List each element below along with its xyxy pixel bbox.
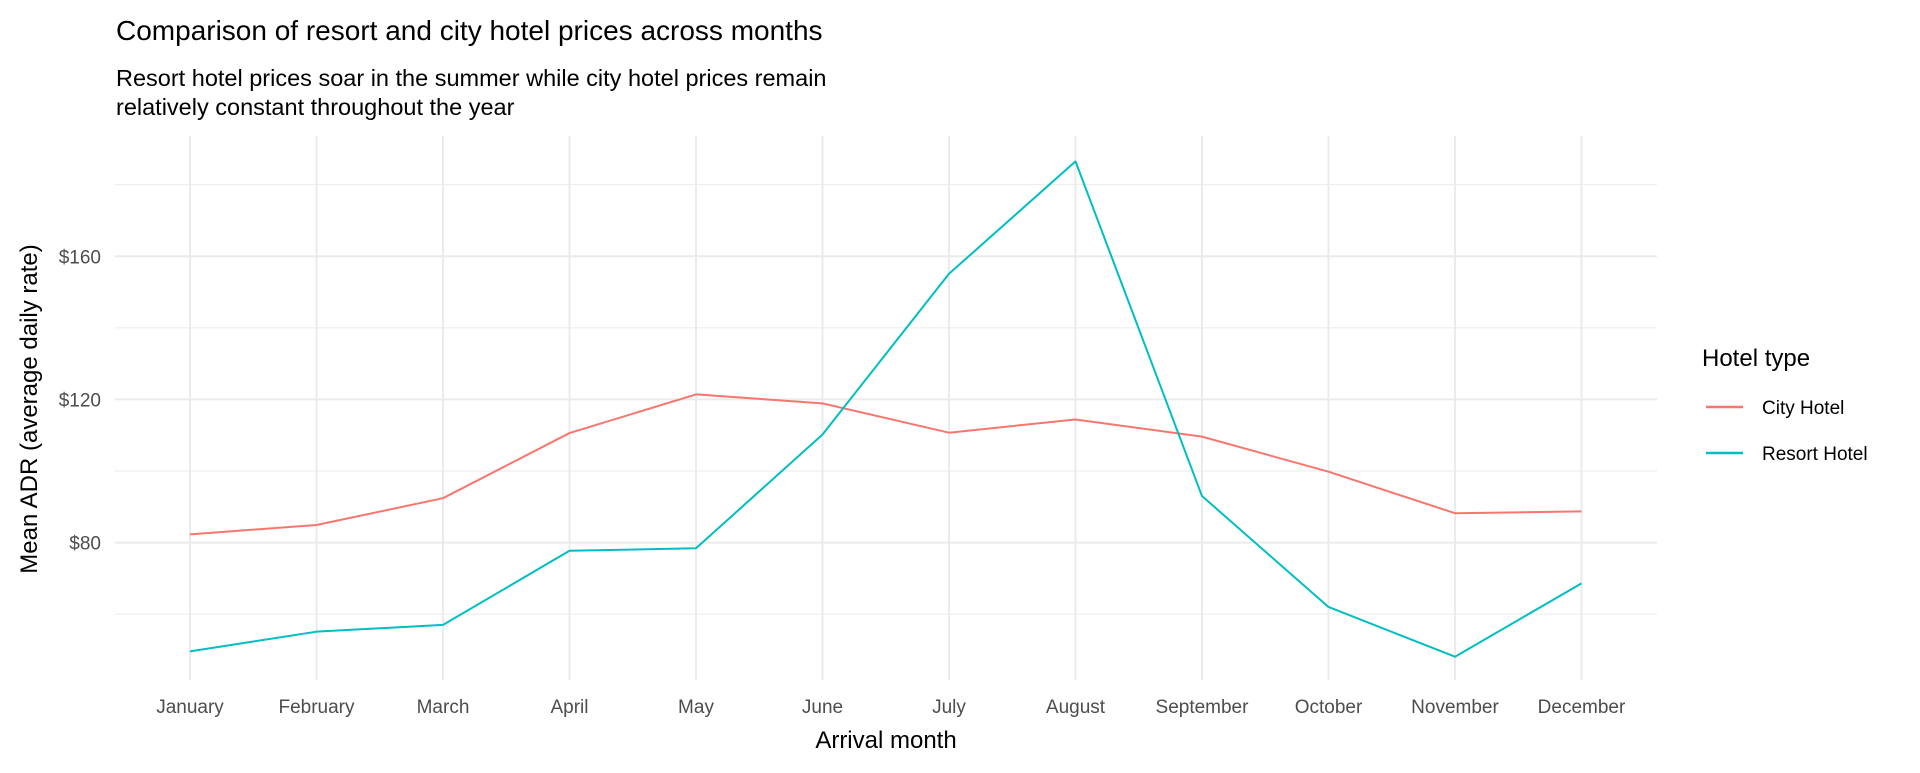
x-tick-label: November	[1411, 697, 1499, 718]
series-line-resort-hotel	[189, 160, 1583, 658]
x-tick-label: September	[1156, 697, 1250, 718]
x-tick-label: January	[156, 697, 224, 718]
y-tick-label: $160	[59, 247, 101, 268]
x-tick-label: June	[802, 697, 843, 718]
y-tick-label: $80	[69, 534, 101, 555]
x-tick-label: May	[678, 697, 714, 718]
chart-subtitle-line-2: relatively constant throughout the year	[116, 94, 515, 120]
legend-label: City Hotel	[1762, 398, 1844, 419]
y-tick-label: $120	[59, 390, 101, 411]
x-tick-label: April	[550, 697, 588, 718]
x-tick-label: August	[1046, 697, 1106, 718]
x-tick-label: October	[1295, 697, 1363, 718]
x-tick-label: July	[932, 697, 966, 718]
grid	[115, 136, 1657, 680]
x-axis-ticks: January February March April May June July Augu…	[156, 697, 1626, 718]
legend-title: Hotel type	[1702, 345, 1810, 372]
legend-label: Resort Hotel	[1762, 444, 1868, 465]
x-tick-label: March	[417, 697, 470, 718]
x-tick-label: February	[278, 697, 355, 718]
series-lines	[189, 160, 1583, 658]
x-axis-title: Arrival month	[815, 727, 956, 754]
y-axis-title: Mean ADR (average daily rate)	[16, 244, 43, 573]
series-line-city-hotel	[189, 393, 1582, 536]
x-tick-label: December	[1538, 697, 1626, 718]
legend: City Hotel Resort Hotel	[1706, 398, 1868, 465]
y-axis-ticks: $80 $120 $160	[59, 247, 101, 554]
chart-title: Comparison of resort and city hotel pric…	[116, 15, 823, 46]
chart-subtitle-line-1: Resort hotel prices soar in the summer w…	[116, 65, 827, 91]
